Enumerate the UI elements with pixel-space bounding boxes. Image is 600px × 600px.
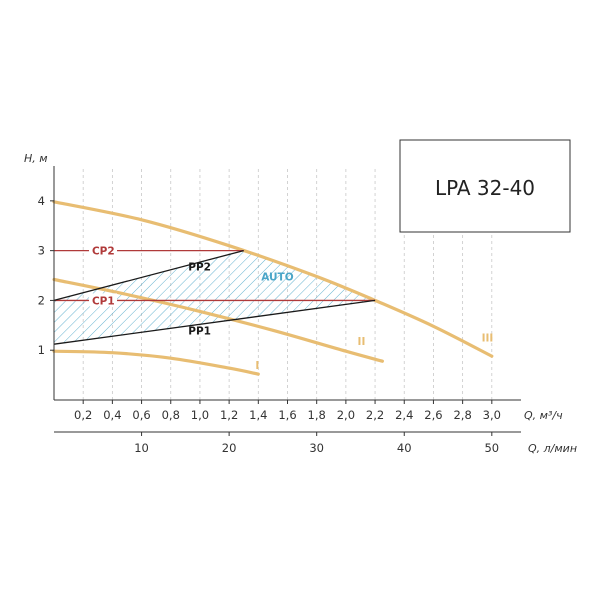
- x2-tick-label-4: 50: [484, 441, 499, 455]
- x2-axis-label: Q, л/мин: [528, 442, 577, 455]
- proportional-pressure-line-PP2: [53, 249, 244, 302]
- x-tick-label-7: 1,6: [278, 408, 296, 422]
- auto-region-hatch: [54, 250, 376, 345]
- speed-curve-I: [52, 349, 260, 376]
- y-tick-label-1: 2: [38, 293, 45, 307]
- x-tick-label-2: 0,6: [132, 408, 150, 422]
- speed-curve-label-II: II: [358, 336, 366, 348]
- x-tick-label-1: 0,4: [103, 408, 121, 422]
- model-box: LPA 32-40: [399, 139, 571, 233]
- axes: 1 2 3 4 0,2 0,4 0,6 0,8 1,0 1,2 1,4 1,6 1,8 2,0 2,2 2,4…: [38, 166, 521, 455]
- x2-tick-label-1: 20: [222, 441, 237, 455]
- x-tick-label-3: 0,8: [162, 408, 180, 422]
- model-title: LPA 32-40: [435, 176, 535, 200]
- x-tick-label-6: 1,4: [249, 408, 267, 422]
- auto-region: [54, 250, 376, 345]
- y-tick-label-3: 4: [38, 194, 45, 208]
- x2-tick-label-2: 30: [309, 441, 324, 455]
- x-tick-label-11: 2,4: [395, 408, 413, 422]
- x-tick-label-4: 1,0: [191, 408, 209, 422]
- x-tick-label-10: 2,2: [366, 408, 384, 422]
- proportional-pressure-label-PP1: PP1: [188, 325, 211, 337]
- speed-curve-label-I: I: [255, 360, 259, 372]
- x-axis-label: Q, м³/ч: [524, 409, 563, 422]
- x-tick-label-8: 1,8: [308, 408, 326, 422]
- x-tick-label-0: 0,2: [74, 408, 92, 422]
- x-tick-label-12: 2,6: [424, 408, 442, 422]
- proportional-pressure-label-PP2: PP2: [188, 262, 211, 274]
- x2-tick-label-0: 10: [134, 441, 149, 455]
- y-axis-label: H, м: [24, 152, 48, 165]
- model-box-frame: [399, 139, 571, 233]
- auto-label: AUTO: [261, 272, 293, 284]
- x-tick-label-13: 2,8: [453, 408, 471, 422]
- constant-pressure-label-CP1: CP1: [92, 295, 115, 307]
- x2-tick-label-3: 40: [397, 441, 412, 455]
- speed-curve-III: [52, 200, 494, 358]
- x-tick-label-14: 3,0: [483, 408, 501, 422]
- y-tick-label-2: 3: [38, 244, 45, 258]
- constant-pressure-label-CP2: CP2: [92, 246, 115, 258]
- proportional-pressure-line-PP1: [53, 299, 376, 345]
- x-tick-label-5: 1,2: [220, 408, 238, 422]
- y-tick-label-0: 1: [38, 343, 45, 357]
- speed-curve-label-III: III: [482, 332, 494, 344]
- x-tick-label-9: 2,0: [337, 408, 355, 422]
- constant-pressure-label-bg-CP1: [89, 293, 118, 307]
- constant-pressure-label-bg-CP2: [89, 243, 118, 257]
